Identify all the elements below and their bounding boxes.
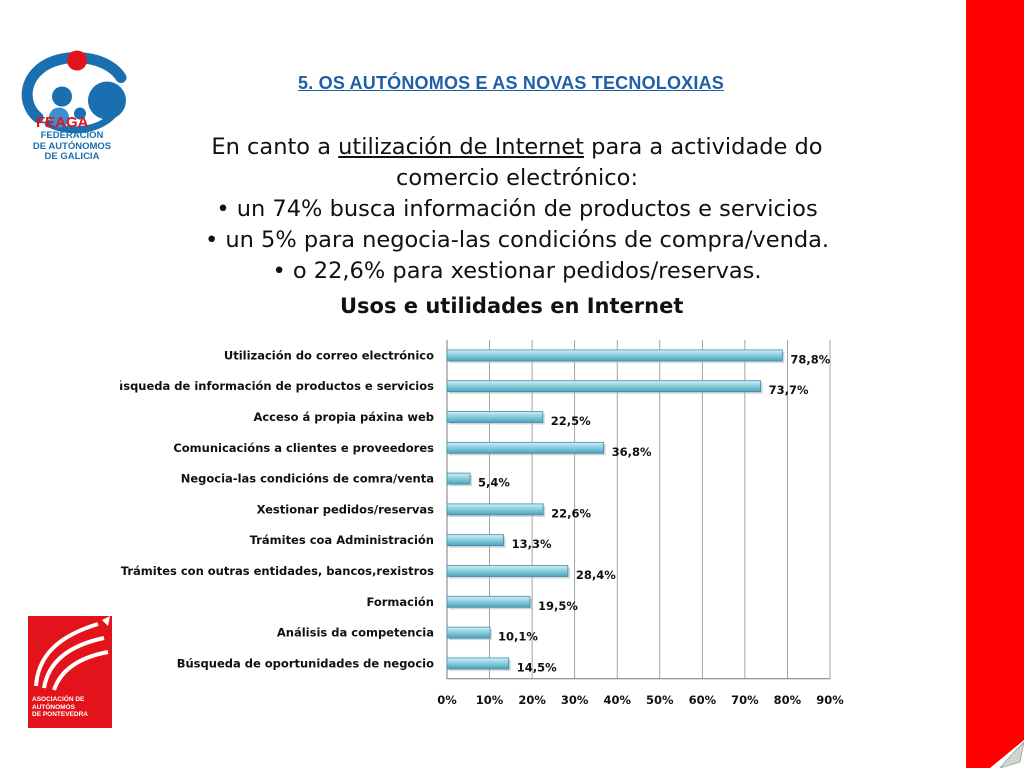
feaga-subtitle: FEDERACIÓN DE AUTÓNOMOS DE GALICIA <box>32 130 112 162</box>
category-label: Xestionar pedidos/reservas <box>257 502 435 516</box>
category-label: Formación <box>366 595 434 609</box>
feaga-name: FEAGA <box>36 114 89 131</box>
bar-chart: 0% 10% 20% 30% 40% 50% 60% 70% 80% 90% Utilización… <box>120 340 844 707</box>
bar <box>446 565 569 577</box>
bar <box>446 503 544 516</box>
intro-bullet-2: • un 5% para negocia-las condicións de c… <box>204 227 830 253</box>
bar <box>446 595 531 608</box>
value-label: 10,1% <box>498 630 538 644</box>
category-label: Trámites con outras entidades, bancos,re… <box>121 564 434 578</box>
category-label: Comunicacións a clientes e proveedores <box>173 441 434 455</box>
category-label: Trámites coa Administración <box>250 533 434 547</box>
bar <box>446 626 491 639</box>
intro-line-1: En canto a utilización de Internet para … <box>211 134 823 191</box>
x-tick-label: 80% <box>774 693 802 707</box>
value-label: 78,8% <box>790 352 830 366</box>
bar <box>446 380 762 393</box>
category-label: Análisis da competencia <box>277 626 434 640</box>
pontevedra-logo: ASOCIACIÓN DE AUTÓNOMOS DE PONTEVEDRA <box>28 616 112 728</box>
value-label: 19,5% <box>538 599 578 613</box>
value-label: 5,4% <box>478 476 510 490</box>
value-label: 22,6% <box>551 506 591 520</box>
x-tick-label: 50% <box>646 693 674 707</box>
bar <box>446 349 783 362</box>
category-label: Búsqueda de oportunidades de negocio <box>177 656 434 670</box>
x-tick-label: 20% <box>518 693 546 707</box>
pontevedra-logo-text: ASOCIACIÓN DE AUTÓNOMOS DE PONTEVEDRA <box>32 696 88 718</box>
page-title: 5. OS AUTÓNOMOS E AS NOVAS TECNOLOXIAS <box>298 73 724 93</box>
intro-bullet-1: • un 74% busca información de productos … <box>216 196 818 222</box>
bar <box>446 534 504 547</box>
value-label: 36,8% <box>612 445 652 459</box>
category-label: Utilización do correo electrónico <box>224 348 434 362</box>
value-label: 13,3% <box>512 537 552 551</box>
x-tick-label: 0% <box>437 693 457 707</box>
value-label: 14,5% <box>517 660 557 674</box>
x-tick-label: 40% <box>603 693 631 707</box>
bar <box>446 441 605 454</box>
pontevedra-swoosh-icon <box>34 616 110 691</box>
x-tick-label: 30% <box>561 693 589 707</box>
category-label: Acceso á propia páxina web <box>253 410 434 424</box>
x-tick-label: 10% <box>476 693 504 707</box>
value-label: 73,7% <box>769 383 809 397</box>
bar <box>446 411 544 423</box>
intro-text: En canto a utilización de Internet para … <box>160 132 874 287</box>
feaga-logo-icon <box>21 50 127 134</box>
x-tick-label: 60% <box>689 693 717 707</box>
intro-bullet-3: • o 22,6% para xestionar pedidos/reserva… <box>272 258 762 284</box>
right-accent-bar <box>966 0 1024 768</box>
x-tick-label: 90% <box>816 693 844 707</box>
x-tick-label: 70% <box>731 693 759 707</box>
category-label: Búsqueda de información de productos e s… <box>120 379 434 393</box>
chart-title: Usos e utilidades en Internet <box>340 294 684 318</box>
bar <box>446 472 471 485</box>
bar <box>446 657 510 670</box>
value-label: 28,4% <box>576 568 616 582</box>
page-curl-icon <box>990 740 1024 768</box>
category-label: Negocia-las condicións de comra/venta <box>181 472 434 486</box>
value-label: 22,5% <box>551 414 591 428</box>
